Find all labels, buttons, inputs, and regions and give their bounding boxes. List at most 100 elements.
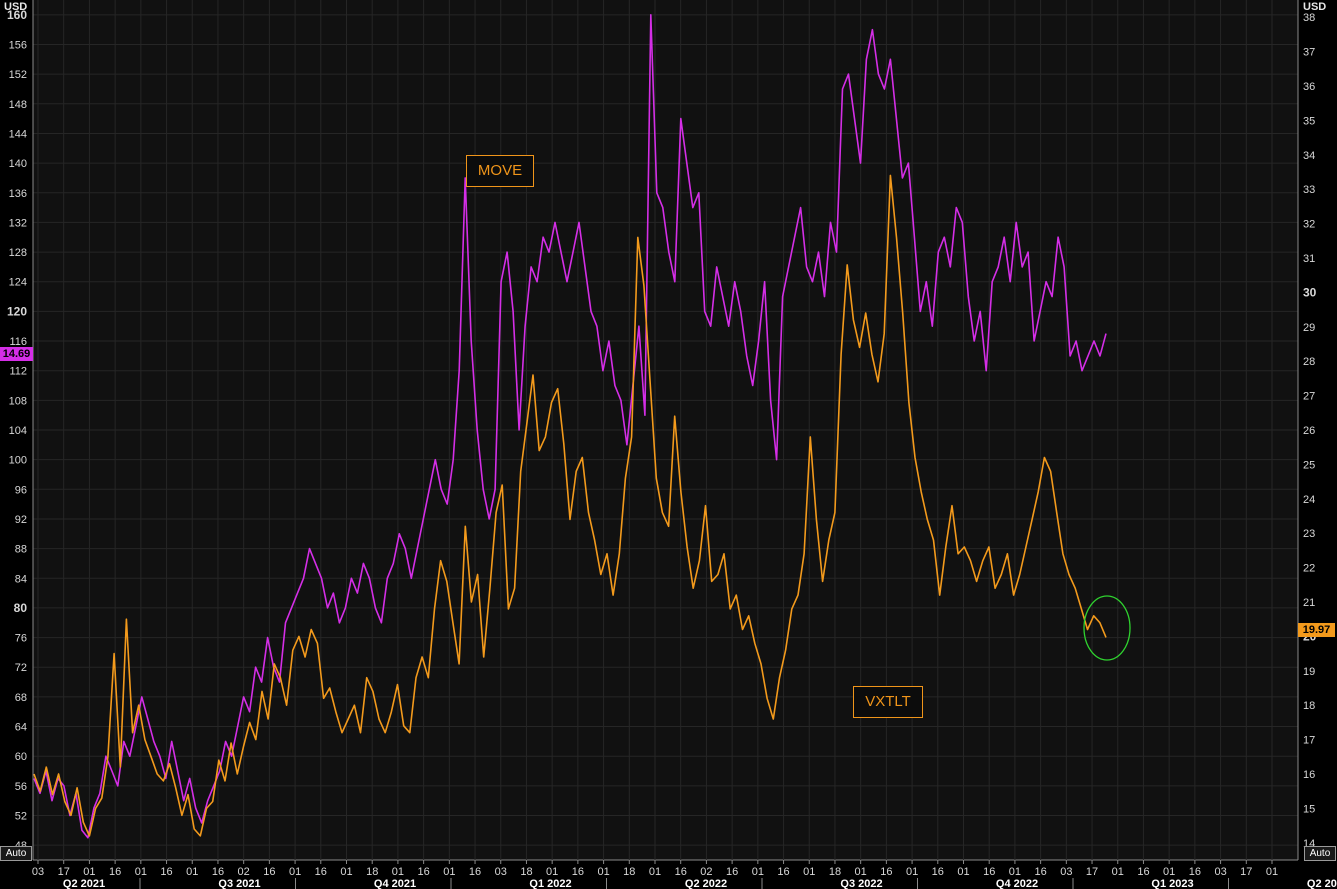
x-day-label: 01 [392, 866, 404, 878]
x-day-label: 03 [32, 866, 44, 878]
right-tick-label: 34 [1303, 150, 1315, 162]
left-tick-label: 88 [15, 544, 27, 556]
left-axis-ticks: 4852566064687276808488929610010410811211… [7, 8, 27, 852]
x-axis: 03 17 01 16 01 16 01 16 02 16 01 16 01 18 01 16 01 16 03 18… [32, 860, 1337, 889]
x-day-label: 16 [160, 866, 172, 878]
x-day-label: 03 [495, 866, 507, 878]
left-tick-label: 116 [9, 336, 27, 348]
left-tick-label: 124 [9, 277, 27, 289]
move-series-label: MOVE [466, 155, 534, 187]
move-last-value-flag: 14.69 [0, 347, 33, 361]
right-tick-label: 30 [1303, 285, 1317, 299]
left-tick-label: 104 [9, 425, 27, 437]
left-tick-label: 148 [9, 99, 27, 111]
x-day-label: 18 [366, 866, 378, 878]
highlight-circle [1083, 595, 1131, 661]
x-day-label: 16 [726, 866, 738, 878]
x-day-label: 02 [700, 866, 712, 878]
left-tick-label: 96 [15, 484, 27, 496]
right-tick-label: 33 [1303, 184, 1315, 196]
x-day-label: 16 [572, 866, 584, 878]
right-tick-label: 32 [1303, 219, 1315, 231]
x-day-label: 03 [1214, 866, 1226, 878]
right-tick-label: 31 [1303, 253, 1315, 265]
x-day-label: 01 [1163, 866, 1175, 878]
x-day-label: 16 [469, 866, 481, 878]
left-tick-label: 132 [9, 217, 27, 229]
right-auto-scale-button[interactable]: Auto [1304, 846, 1336, 861]
right-tick-label: 37 [1303, 47, 1315, 59]
left-axis-unit: USD [4, 1, 28, 13]
left-auto-scale-button[interactable]: Auto [0, 846, 32, 861]
move-line [33, 14, 1107, 839]
left-tick-label: 100 [9, 455, 27, 467]
left-tick-label: 72 [15, 662, 27, 674]
right-tick-label: 21 [1303, 597, 1315, 609]
x-day-label: 16 [109, 866, 121, 878]
x-day-label: 16 [1035, 866, 1047, 878]
x-day-label: 16 [315, 866, 327, 878]
x-day-label: 01 [443, 866, 455, 878]
x-day-label: 01 [957, 866, 969, 878]
right-tick-label: 35 [1303, 115, 1315, 127]
right-tick-label: 28 [1303, 356, 1315, 368]
series-lines [33, 14, 1107, 839]
x-day-label: 01 [546, 866, 558, 878]
x-day-label: 16 [1137, 866, 1149, 878]
left-tick-label: 84 [15, 573, 27, 585]
left-tick-label: 56 [15, 781, 27, 793]
x-day-label: 16 [983, 866, 995, 878]
right-tick-label: 26 [1303, 425, 1315, 437]
right-axis-unit: USD [1303, 1, 1327, 13]
x-day-label: 01 [649, 866, 661, 878]
x-quarter-label: Q4 2022 [996, 878, 1038, 889]
left-tick-label: 68 [15, 692, 27, 704]
x-day-label: 01 [597, 866, 609, 878]
right-tick-label: 22 [1303, 563, 1315, 575]
x-day-label: 01 [289, 866, 301, 878]
x-day-label: 16 [675, 866, 687, 878]
x-day-label: 18 [520, 866, 532, 878]
x-quarter-label: Q3 2021 [218, 878, 260, 889]
right-tick-label: 19 [1303, 666, 1315, 678]
x-quarter-label: Q1 2023 [1151, 878, 1193, 889]
x-day-label: 01 [1009, 866, 1021, 878]
x-day-label: 02 [238, 866, 250, 878]
right-tick-label: 36 [1303, 81, 1315, 93]
vxtlt-line [33, 174, 1107, 837]
x-day-label: 16 [777, 866, 789, 878]
left-tick-label: 108 [9, 395, 27, 407]
grid-lines [32, 0, 1299, 861]
left-tick-label: 136 [9, 188, 27, 200]
x-day-label: 16 [212, 866, 224, 878]
left-tick-label: 120 [7, 304, 27, 318]
right-tick-label: 29 [1303, 322, 1315, 334]
left-tick-label: 60 [15, 751, 27, 763]
x-day-label: 16 [418, 866, 430, 878]
left-tick-label: 160 [7, 8, 27, 22]
x-day-label: 01 [752, 866, 764, 878]
x-day-label: 01 [855, 866, 867, 878]
left-tick-label: 64 [15, 722, 27, 734]
left-tick-label: 140 [9, 158, 27, 170]
right-tick-label: 25 [1303, 459, 1315, 471]
right-tick-label: 27 [1303, 391, 1315, 403]
left-tick-label: 52 [15, 811, 27, 823]
left-tick-label: 80 [14, 601, 28, 615]
x-day-label: 16 [1189, 866, 1201, 878]
x-day-label: 17 [1240, 866, 1252, 878]
left-tick-label: 128 [9, 247, 27, 259]
x-day-label: 01 [906, 866, 918, 878]
right-tick-label: 15 [1303, 803, 1315, 815]
x-day-label: 03 [1060, 866, 1072, 878]
x-day-label: 01 [1266, 866, 1278, 878]
left-tick-label: 144 [9, 128, 27, 140]
right-axis-ticks: 1415161718192021222324252627282930313233… [1303, 12, 1317, 850]
vxtlt-last-value-flag: 19.97 [1298, 623, 1335, 637]
left-tick-label: 152 [9, 69, 27, 81]
x-day-label: 16 [880, 866, 892, 878]
x-quarter-label: Q4 2021 [374, 878, 416, 889]
x-day-label: 01 [83, 866, 95, 878]
x-day-label: 01 [1112, 866, 1124, 878]
